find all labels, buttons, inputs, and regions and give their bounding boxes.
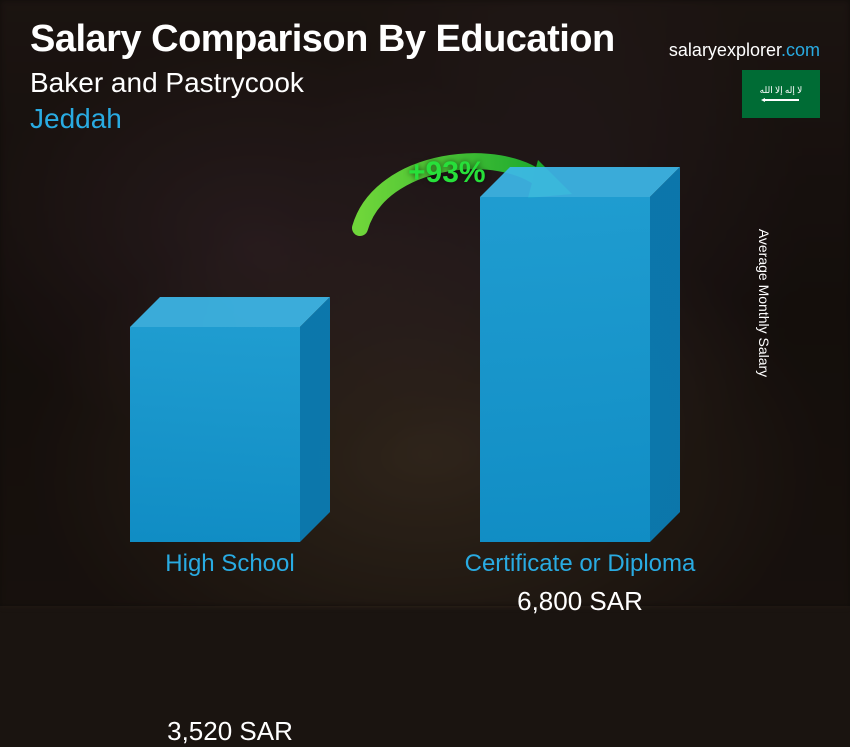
flag-emblem-icon: لا إله إلا الله: [751, 79, 811, 109]
bar-label: High School: [80, 550, 380, 578]
bar-top-face: [480, 167, 680, 197]
percent-increase: +93%: [408, 156, 486, 190]
bar-side-face: [650, 167, 680, 542]
bar-label: Certificate or Diploma: [430, 550, 730, 578]
svg-text:لا إله إلا الله: لا إله إلا الله: [760, 85, 803, 96]
bar-front-face: [130, 327, 300, 542]
flag-icon: لا إله إلا الله: [742, 70, 820, 118]
bar-value: 6,800 SAR: [450, 586, 710, 617]
source-label: salaryexplorer.com: [669, 40, 820, 61]
bar-side-face: [300, 297, 330, 542]
source-domain: .com: [781, 40, 820, 60]
bar-value: 3,520 SAR: [100, 716, 360, 747]
location: Jeddah: [30, 103, 820, 135]
bar-front-face: [480, 197, 650, 542]
source-name: salaryexplorer: [669, 40, 781, 60]
bar-chart: +93% 3,520 SAR High School 6,800 SAR Cer…: [60, 138, 800, 578]
header: Salary Comparison By Education Baker and…: [30, 18, 820, 135]
job-title: Baker and Pastrycook: [30, 67, 820, 99]
bar-top-face: [130, 297, 330, 327]
